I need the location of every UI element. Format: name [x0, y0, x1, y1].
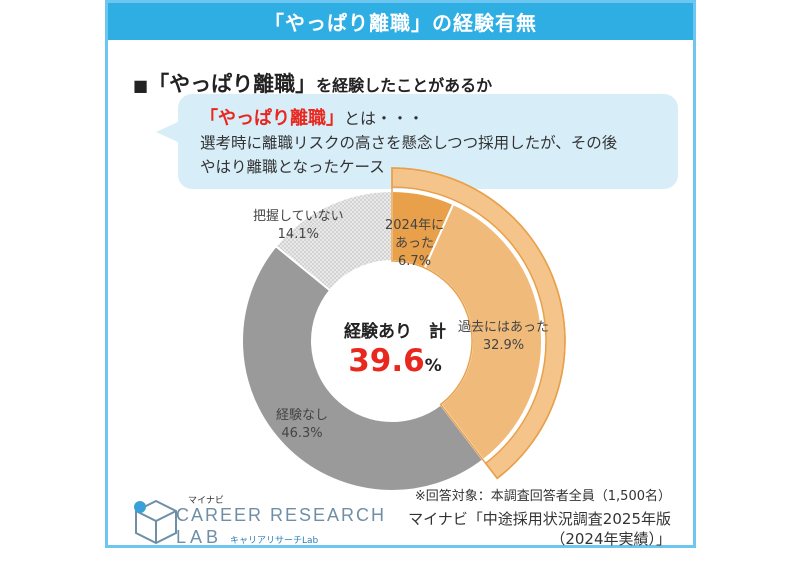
logo-text-jp: キャリアリサーチLab	[230, 536, 319, 546]
slice-label-4: 把握していない 14.1%	[253, 208, 344, 244]
logo-text-lab: LAB	[176, 527, 223, 547]
question-suffix: を経験したことがあるか	[316, 76, 493, 95]
slice-label-2: 過去にはあった 32.9%	[458, 319, 549, 355]
definition-term: 「やっぱり離職」	[200, 108, 344, 129]
center-value: 39.6%	[330, 343, 460, 379]
question-bullet: ■	[133, 76, 149, 95]
source-line-2: （2024年実績）」	[550, 530, 671, 548]
title-bar: 「やっぱり離職」の経験有無	[108, 3, 693, 40]
slice-label-4-line-1: 把握していない	[253, 209, 344, 224]
donut-chart	[241, 167, 566, 492]
page-title: 「やっぱり離職」の経験有無	[264, 11, 537, 35]
logo	[126, 493, 356, 548]
logo-text-main: CAREER RESEARCH	[176, 505, 387, 525]
slice-label-1-line-2: あった	[395, 236, 435, 251]
slice-value-3: 46.3%	[281, 426, 323, 441]
respondent-note: ※回答対象：本調査回答者全員（1,500名）	[414, 489, 671, 504]
slice-value-1: 6.7%	[398, 254, 432, 269]
source-line-1: マイナビ「中途採用状況調査2025年版	[408, 510, 671, 528]
highlight-outline	[391, 167, 566, 480]
speech-bubble-tail	[156, 121, 180, 143]
slice-value-4: 14.1%	[277, 227, 319, 242]
slice-label-1: 2024年に あった 6.7%	[385, 217, 444, 271]
definition-line-1: 選考時に離職リスクの高さを懸念しつつ採用したが、その後	[200, 134, 618, 152]
infographic-frame: 「やっぱり離職」の経験有無 ■「やっぱり離職」を経験したことがあるか 「やっぱり…	[105, 0, 696, 548]
logo-mark-icon	[134, 499, 177, 545]
question-heading: ■「やっぱり離職」を経験したことがあるか	[133, 68, 492, 98]
slice-label-1-line-1: 2024年に	[385, 218, 445, 233]
slice-label-3: 経験なし 46.3%	[276, 407, 328, 443]
logo-brand-small: マイナビ	[188, 496, 224, 506]
definition-heading: 「やっぱり離職」とは・・・	[200, 104, 424, 130]
definition-tail: とは・・・	[344, 109, 425, 128]
center-value-number: 39.6	[348, 343, 425, 379]
question-term: 「やっぱり離職」	[148, 72, 317, 96]
slice-value-2: 32.9%	[482, 338, 525, 353]
slice-label-2-line-1: 過去にはあった	[458, 320, 550, 335]
donut-slice-3	[241, 244, 485, 492]
definition-line-2: やはり離職となったケース	[200, 158, 385, 176]
center-label: 経験あり 計	[344, 322, 446, 342]
center-value-unit: %	[424, 356, 442, 376]
slice-label-3-line-1: 経験なし	[276, 408, 329, 423]
